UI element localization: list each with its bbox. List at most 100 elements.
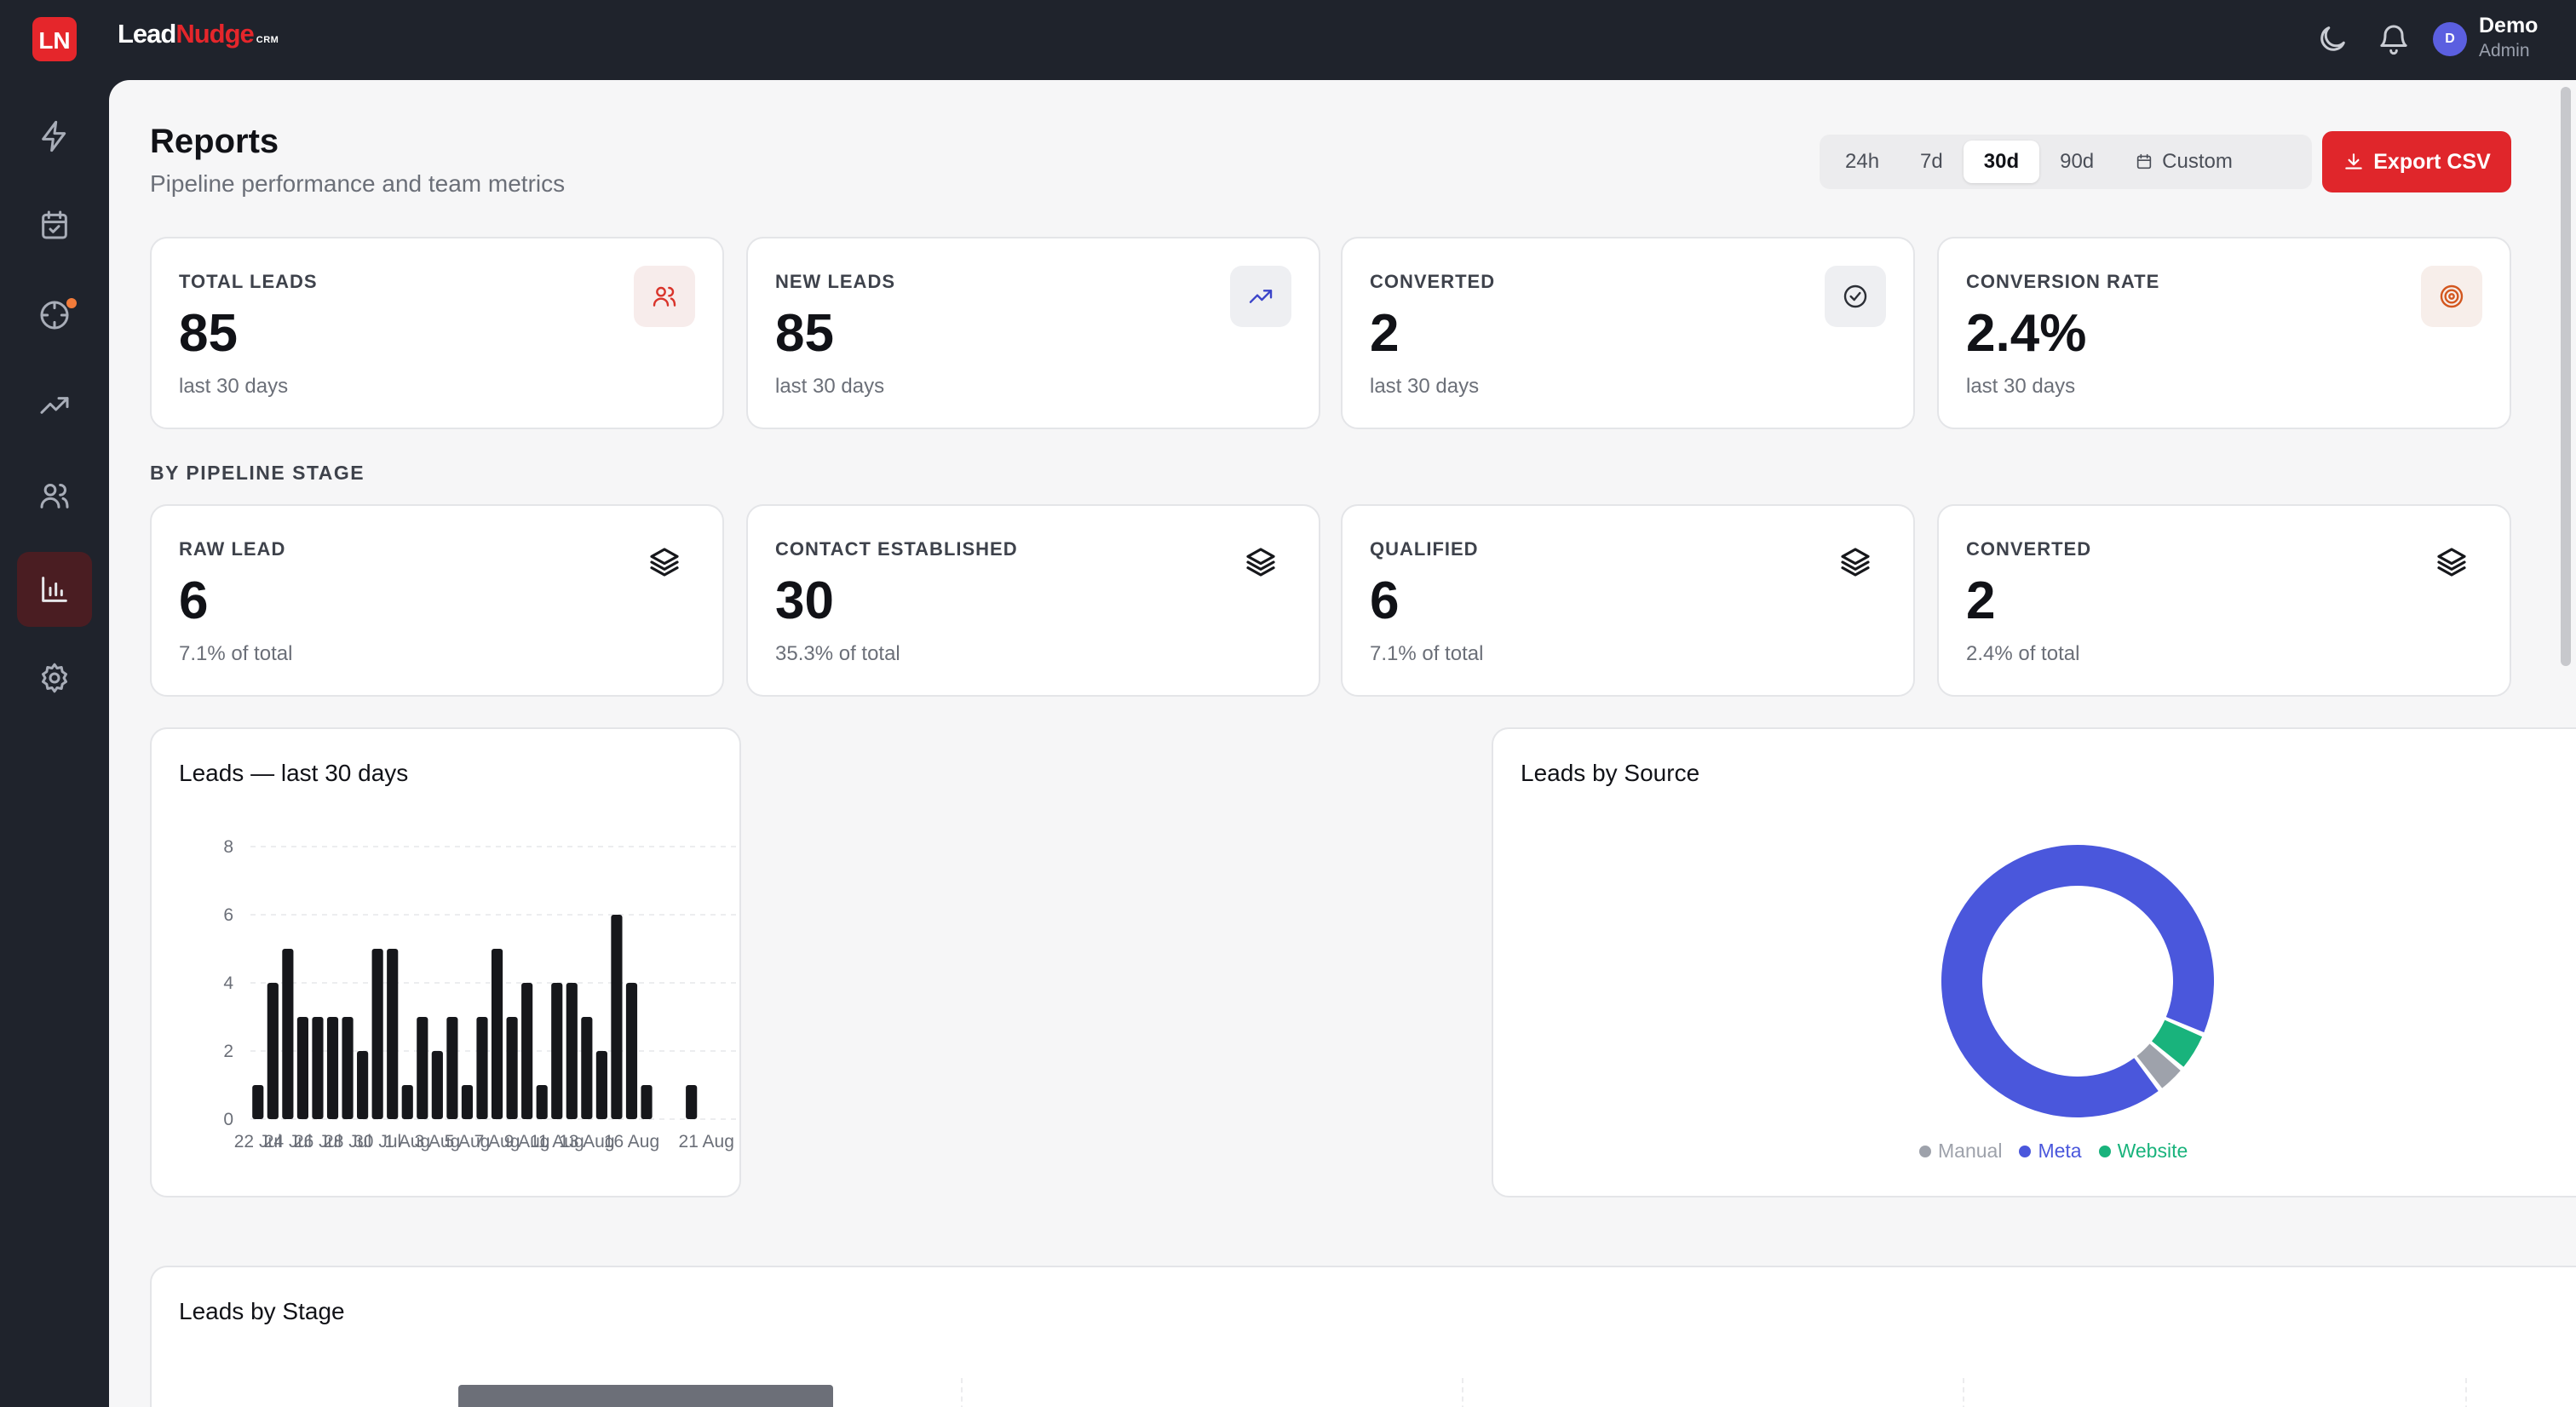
stage-card: QUALIFIED 6 7.1% of total — [1341, 504, 1915, 697]
bar-22-jul[interactable] — [252, 1085, 264, 1119]
user-name[interactable]: Demo — [2479, 14, 2539, 37]
calendar-icon — [2136, 153, 2152, 169]
bar-9-aug[interactable] — [521, 983, 533, 1119]
stage-card: RAW LEAD 6 7.1% of total — [150, 504, 724, 697]
leads-over-time-card: Leads — last 30 days 0 2 4 6 8 22 Jul 24 Jul 26… — [150, 727, 741, 1197]
leads-by-source-chart — [1941, 844, 2214, 1117]
x-tick-label: 26 Jul — [294, 1132, 342, 1151]
legend-item-meta[interactable]: Meta — [2019, 1140, 2082, 1163]
sidebar-item-targets[interactable] — [17, 278, 92, 353]
bar-14-aug[interactable] — [595, 1051, 607, 1119]
bar-3-aug[interactable] — [431, 1051, 443, 1119]
sidebar-item-contacts[interactable] — [17, 458, 92, 533]
leads-by-stage-card: Leads by Stage — [150, 1266, 2576, 1407]
stat-icon-badge — [2421, 266, 2482, 327]
legend-label-meta: Meta — [2038, 1140, 2082, 1162]
bar-10-aug[interactable] — [536, 1085, 548, 1119]
range-option-90d[interactable]: 90d — [2060, 150, 2095, 173]
x-tick-label: 24 Jul — [264, 1132, 312, 1151]
bar-2-aug[interactable] — [417, 1017, 428, 1119]
grid-line — [1963, 1378, 1964, 1407]
bell-icon[interactable] — [2377, 22, 2411, 56]
bar-29-jul[interactable] — [357, 1051, 369, 1119]
stat-label: CONVERTED — [1370, 271, 1496, 292]
stage-percent: 7.1% of total — [179, 642, 293, 665]
y-tick-label: 4 — [223, 973, 233, 993]
bar-7-aug[interactable] — [491, 949, 503, 1119]
bar-17-aug[interactable] — [641, 1085, 653, 1119]
stage-label: RAW LEAD — [179, 538, 286, 560]
range-option-30d[interactable]: 30d — [1963, 141, 2040, 183]
legend-swatch-website — [2098, 1145, 2111, 1157]
stat-icon-badge — [634, 266, 695, 327]
layers-icon — [2437, 548, 2466, 577]
stat-label: TOTAL LEADS — [179, 271, 318, 292]
brand-wordmark: Lead Nudge CRM — [118, 19, 279, 53]
moon-icon[interactable] — [2315, 22, 2349, 56]
grid-line — [1462, 1378, 1463, 1407]
slice-manual[interactable] — [2136, 1043, 2181, 1088]
bar-31-jul[interactable] — [387, 949, 399, 1119]
sidebar-item-trends[interactable] — [17, 368, 92, 443]
bar-11-aug[interactable] — [551, 983, 563, 1119]
stage-label: CONVERTED — [1966, 538, 2092, 560]
stage-value: 6 — [179, 571, 209, 630]
range-option-7d[interactable]: 7d — [1920, 150, 1943, 173]
sidebar-item-activity[interactable] — [17, 99, 92, 174]
stage-card: CONVERTED 2 2.4% of total — [1937, 504, 2511, 697]
bar-13-aug[interactable] — [581, 1017, 593, 1119]
scrollbar[interactable] — [2561, 87, 2571, 666]
x-tick-label: 13 Aug — [559, 1132, 614, 1151]
grid-line — [961, 1378, 963, 1407]
bar-25-jul[interactable] — [296, 1017, 308, 1119]
leads-by-source-legend: Manual Meta Website — [1919, 1140, 2205, 1163]
slice-website[interactable] — [2152, 1019, 2203, 1067]
stat-card: CONVERSION RATE 2.4% last 30 days — [1937, 237, 2511, 429]
export-csv-label: Export CSV — [2373, 149, 2491, 174]
crosshair-icon — [40, 301, 69, 330]
bar-30-jul[interactable] — [371, 949, 383, 1119]
y-tick-label: 8 — [223, 837, 233, 857]
bar-6-aug[interactable] — [476, 1017, 488, 1119]
layers-icon — [1841, 548, 1870, 577]
bar-8-aug[interactable] — [506, 1017, 518, 1119]
stage-value: 2 — [1966, 571, 1996, 630]
bar-28-jul[interactable] — [342, 1017, 354, 1119]
sidebar-item-reports[interactable] — [17, 552, 92, 627]
stat-label: CONVERSION RATE — [1966, 271, 2160, 292]
x-tick-label: 22 Jul — [234, 1132, 282, 1151]
bar-27-jul[interactable] — [326, 1017, 339, 1119]
stage-bar[interactable] — [458, 1385, 833, 1407]
sidebar — [0, 80, 109, 1407]
sidebar-item-settings[interactable] — [17, 640, 92, 715]
bar-5-aug[interactable] — [461, 1085, 474, 1119]
legend-item-website[interactable]: Website — [2098, 1140, 2188, 1163]
bar-4-aug[interactable] — [446, 1017, 458, 1119]
x-tick-label: 21 Aug — [679, 1132, 734, 1151]
leads-over-time-title: Leads — last 30 days — [179, 760, 409, 786]
range-option-24h[interactable]: 24h — [1845, 150, 1880, 173]
legend-item-manual[interactable]: Manual — [1919, 1140, 2002, 1163]
avatar[interactable]: D — [2433, 22, 2467, 56]
stage-label: CONTACT ESTABLISHED — [775, 538, 1018, 560]
range-option-custom[interactable]: Custom — [2114, 141, 2253, 183]
bar-24-jul[interactable] — [282, 949, 294, 1119]
stat-icon-badge — [1230, 266, 1291, 327]
stat-value: 2.4% — [1966, 304, 2087, 363]
bar-16-aug[interactable] — [625, 983, 638, 1119]
stat-label: NEW LEADS — [775, 271, 895, 292]
bar-20-aug[interactable] — [686, 1085, 698, 1119]
legend-swatch-manual — [1919, 1145, 1931, 1157]
bar-15-aug[interactable] — [611, 915, 623, 1119]
bar-23-jul[interactable] — [267, 983, 279, 1119]
bar-12-aug[interactable] — [566, 983, 578, 1119]
bar-1-aug[interactable] — [401, 1085, 413, 1119]
app-logo[interactable]: LN — [32, 17, 77, 61]
lightning-icon — [42, 120, 66, 152]
x-tick-label: 5 Aug — [445, 1132, 491, 1151]
sidebar-item-tasks[interactable] — [17, 187, 92, 262]
slice-meta[interactable] — [1941, 844, 2214, 1117]
export-csv-button[interactable]: Export CSV — [2322, 131, 2511, 192]
bar-26-jul[interactable] — [312, 1017, 324, 1119]
